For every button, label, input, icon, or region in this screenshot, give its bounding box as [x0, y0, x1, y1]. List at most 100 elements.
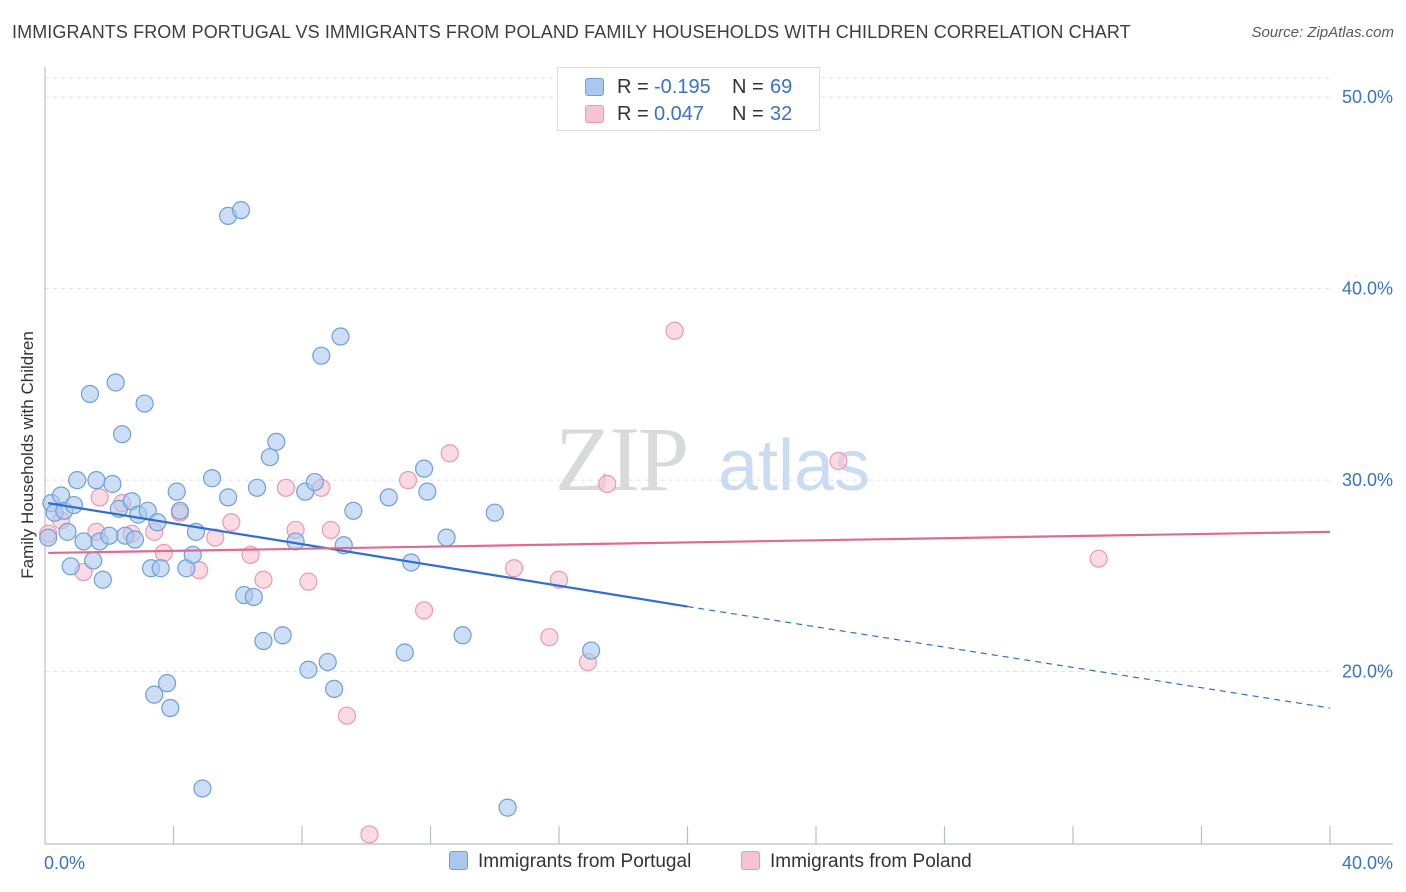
- x-tick-label: 40.0%: [1342, 853, 1393, 873]
- poland-point: [154, 543, 173, 563]
- poland-point: [540, 628, 559, 647]
- portugal-point: [183, 545, 202, 564]
- poland-point: [504, 559, 524, 578]
- portugal-swatch: [449, 851, 468, 870]
- portugal-point: [202, 469, 222, 488]
- portugal-point: [170, 501, 190, 520]
- legend-n-label: N =: [732, 76, 764, 98]
- poland-point: [90, 488, 109, 507]
- poland-point: [598, 474, 617, 494]
- y-tick-label: 40.0%: [1342, 279, 1393, 299]
- portugal-point: [267, 432, 286, 451]
- y-axis-label: Family Households with Children: [18, 331, 37, 579]
- portugal-point: [80, 384, 100, 404]
- y-tick-label: 30.0%: [1342, 470, 1393, 490]
- portugal-point: [135, 394, 154, 413]
- portugal-point: [125, 530, 145, 549]
- poland-point: [398, 471, 418, 490]
- legend-row-poland: R = 0.047 N = 32: [558, 101, 819, 127]
- portugal-point: [414, 459, 434, 478]
- portugal-point: [68, 471, 87, 490]
- poland-trend-line: [48, 530, 1331, 555]
- portugal-point: [58, 522, 77, 541]
- poland-point: [414, 601, 434, 620]
- portugal-point: [260, 448, 279, 467]
- portugal-trend-line: [48, 502, 688, 608]
- bottom-legend-poland: Immigrants from Poland: [741, 851, 972, 873]
- poland-point: [440, 444, 459, 463]
- legend-n-value: 69: [770, 76, 793, 98]
- portugal-point: [418, 482, 437, 501]
- legend-n-value: 32: [770, 103, 793, 125]
- watermark-atlas: atlas: [718, 426, 870, 506]
- poland-point: [321, 520, 341, 540]
- portugal-point: [39, 528, 58, 547]
- portugal-point: [244, 587, 263, 607]
- poland-point: [276, 478, 296, 497]
- poland-point: [829, 451, 848, 471]
- portugal-point: [582, 641, 601, 660]
- poland-point: [1089, 549, 1108, 568]
- x-tick-label: 0.0%: [44, 853, 85, 873]
- portugal-swatch: [585, 78, 604, 96]
- portugal-point: [145, 685, 164, 704]
- poland-point: [222, 513, 241, 532]
- portugal-point: [299, 660, 318, 679]
- poland-point: [360, 825, 379, 844]
- poland-swatch: [585, 105, 604, 123]
- watermark-zip: ZIP: [555, 408, 687, 510]
- portugal-point: [106, 373, 125, 392]
- source-label: Source: ZipAtlas.com: [1251, 24, 1394, 41]
- portugal-point: [453, 626, 472, 645]
- portugal-point: [61, 557, 80, 576]
- portugal-point: [161, 698, 180, 718]
- portugal-point: [247, 478, 267, 497]
- portugal-point: [112, 425, 132, 444]
- portugal-point: [231, 201, 251, 220]
- portugal-point: [87, 471, 106, 490]
- portugal-point: [151, 559, 170, 578]
- bottom-legend-poland-label: Immigrants from Poland: [770, 851, 972, 872]
- portugal-point: [74, 532, 93, 551]
- portugal-point: [305, 472, 324, 492]
- portugal-point: [485, 503, 504, 522]
- y-tick-label: 20.0%: [1342, 662, 1393, 682]
- poland-point: [337, 706, 357, 725]
- portugal-point: [254, 631, 273, 651]
- portugal-point: [325, 679, 344, 698]
- portugal-point: [331, 327, 350, 346]
- poland-point: [254, 570, 273, 589]
- portugal-point: [84, 551, 103, 570]
- y-tick-label: 50.0%: [1342, 87, 1393, 107]
- portugal-point: [100, 526, 119, 545]
- legend-r-label: R =: [617, 76, 649, 98]
- portugal-point: [379, 488, 398, 507]
- portugal-point: [93, 570, 112, 589]
- stats-legend: R = -0.195 N = 69 R = 0.047 N = 32: [557, 67, 820, 131]
- legend-r-label: R =: [617, 103, 649, 125]
- legend-row-portugal: R = -0.195 N = 69: [558, 74, 819, 100]
- bottom-legend-portugal-label: Immigrants from Portugal: [478, 851, 692, 872]
- portugal-trend-extension: [687, 605, 1331, 709]
- portugal-point: [64, 495, 84, 515]
- portugal-point: [344, 501, 363, 520]
- portugal-point: [273, 626, 292, 645]
- portugal-point: [103, 474, 122, 494]
- poland-point: [299, 572, 318, 591]
- portugal-point: [395, 643, 414, 662]
- legend-r-value: -0.195: [654, 76, 711, 98]
- legend-n-label: N =: [732, 103, 764, 125]
- poland-point: [665, 321, 684, 340]
- portugal-point: [219, 488, 238, 507]
- bottom-legend-portugal: Immigrants from Portugal: [449, 851, 691, 873]
- portugal-point: [312, 346, 331, 365]
- portugal-point: [157, 674, 177, 693]
- legend-r-value: 0.047: [654, 103, 705, 125]
- portugal-point: [318, 652, 337, 672]
- portugal-point: [167, 482, 186, 501]
- poland-swatch: [741, 851, 760, 870]
- portugal-point: [437, 528, 456, 547]
- portugal-point: [498, 798, 517, 817]
- chart-title: IMMIGRANTS FROM PORTUGAL VS IMMIGRANTS F…: [12, 22, 1131, 42]
